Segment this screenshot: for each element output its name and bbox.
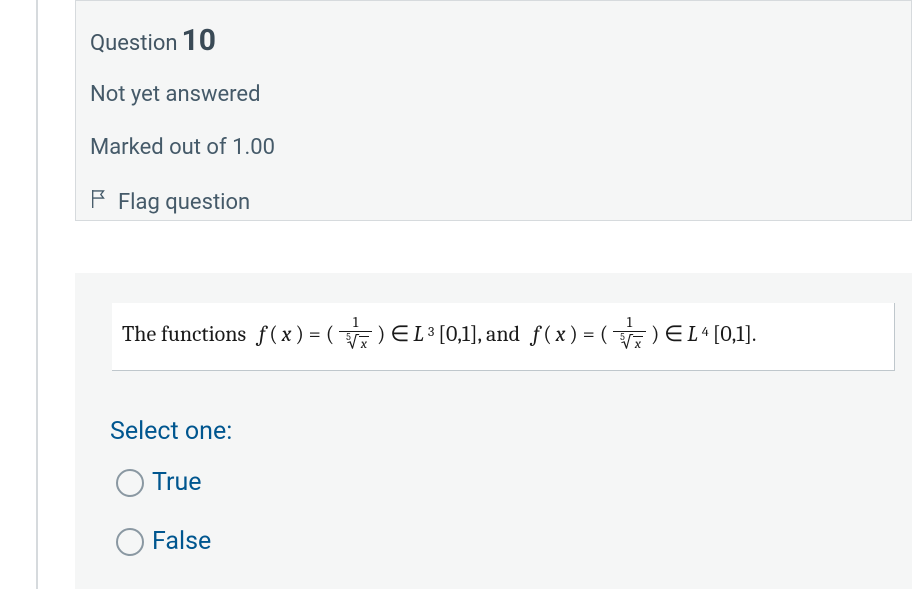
flag-icon [90, 188, 108, 216]
answer-status: Not yet answered [90, 82, 897, 107]
option-false-label: False [152, 527, 211, 556]
option-false[interactable]: False [116, 527, 211, 556]
root-1: 5 √ x [342, 333, 369, 351]
question-number: 10 [182, 23, 216, 58]
flag-question-link[interactable]: Flag question [90, 188, 250, 216]
math-prefix-text: The functions [122, 321, 246, 347]
question-content-box: The functions f(x) = ( 1 5 √ x ) ∈ L3[0,… [75, 273, 912, 589]
select-one-label: Select one: [110, 417, 912, 446]
flag-question-text: Flag question [118, 190, 250, 215]
question-math-expression: The functions f(x) = ( 1 5 √ x ) ∈ L3[0,… [112, 303, 895, 371]
radio-icon [116, 528, 144, 556]
marks-label: Marked out of 1.00 [90, 135, 897, 160]
question-title-row: Question 10 [90, 23, 897, 58]
fraction-2: 1 5 √ x [613, 315, 646, 352]
option-true-label: True [152, 468, 202, 497]
fraction-1: 1 5 √ x [339, 315, 372, 352]
question-label: Question [90, 31, 178, 56]
question-header-box: Question 10 Not yet answered Marked out … [75, 0, 912, 221]
option-true[interactable]: True [116, 468, 202, 497]
radio-icon [116, 469, 144, 497]
root-2: 5 √ x [616, 333, 643, 351]
func1-lhs: f [259, 321, 265, 347]
vertical-divider [36, 0, 38, 589]
